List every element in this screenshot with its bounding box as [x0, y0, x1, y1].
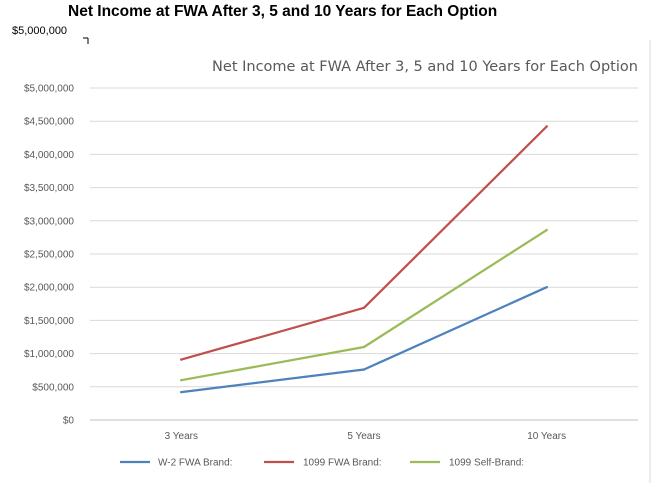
y-tick-label: $500,000	[32, 382, 74, 393]
x-tick-label: 10 Years	[527, 431, 566, 442]
x-tick-label: 3 Years	[165, 431, 198, 442]
x-tick-labels: 3 Years 5 Years 10 Years	[165, 431, 566, 442]
y-tick-label: $3,500,000	[24, 183, 74, 194]
legend-label: 1099 Self-Brand:	[449, 458, 524, 469]
y-tick-label: $2,500,000	[24, 250, 74, 261]
y-tick-label: $2,000,000	[24, 283, 74, 294]
y-tick-labels: $0 $500,000 $1,000,000 $1,500,000 $2,000,000…	[24, 84, 74, 427]
data-point	[545, 125, 548, 128]
series-line-3	[180, 228, 548, 382]
y-tick-label: $4,000,000	[24, 150, 74, 161]
legend: W-2 FWA Brand: 1099 FWA Brand: 1099 Self-B…	[120, 458, 524, 469]
data-point	[180, 358, 183, 361]
series-line-1	[180, 286, 548, 394]
outer-y-top-label: $5,000,000	[12, 25, 68, 37]
y-tick-label: $5,000,000	[24, 84, 74, 95]
y-tick-label: $1,500,000	[24, 316, 74, 327]
y-tick-label: $0	[63, 416, 75, 427]
data-point	[545, 286, 548, 289]
data-point	[180, 390, 183, 394]
inner-chart-title: Net Income at FWA After 3, 5 and 10 Year…	[212, 59, 638, 75]
series-lines	[180, 125, 548, 394]
series-line-2	[180, 125, 548, 361]
legend-label: 1099 FWA Brand:	[303, 458, 382, 469]
data-point	[362, 345, 366, 349]
outer-chart-title: Net Income at FWA After 3, 5 and 10 Year…	[68, 3, 498, 20]
legend-label: W-2 FWA Brand:	[158, 458, 232, 469]
data-point	[362, 306, 366, 309]
data-point	[545, 228, 548, 232]
x-tick-label: 5 Years	[347, 431, 380, 442]
y-tick-label: $3,000,000	[24, 216, 74, 227]
data-point	[180, 378, 183, 382]
y-tick-label: $4,500,000	[24, 117, 74, 128]
data-point	[362, 368, 366, 371]
y-tick-label: $1,000,000	[24, 349, 74, 360]
